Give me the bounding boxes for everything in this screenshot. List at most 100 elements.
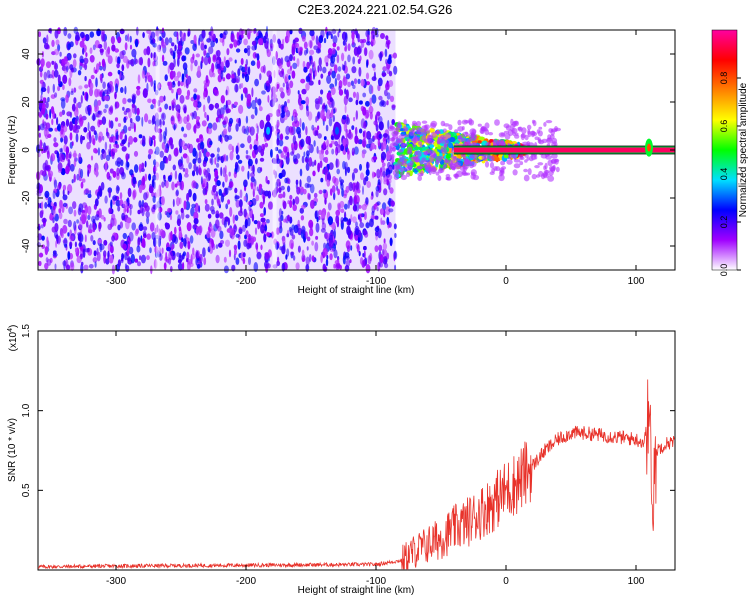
- noise-cell: [174, 183, 178, 188]
- noise-cell: [303, 151, 306, 157]
- noise-cell: [363, 121, 367, 129]
- noise-cell: [122, 243, 127, 250]
- noise-cell: [146, 46, 151, 56]
- halo-cell: [389, 154, 394, 158]
- noise-cell: [223, 56, 226, 63]
- noise-cell: [152, 115, 156, 125]
- noise-cell: [263, 233, 267, 243]
- noise-cell: [256, 125, 259, 135]
- halo-cell: [403, 119, 408, 125]
- noise-cell: [141, 116, 144, 127]
- noise-cell: [247, 201, 252, 206]
- noise-cell: [216, 49, 221, 57]
- halo-cell: [479, 128, 485, 134]
- noise-cell: [161, 247, 164, 254]
- noise-cell: [216, 180, 221, 187]
- noise-cell: [389, 238, 393, 244]
- noise-cell: [354, 225, 360, 235]
- noise-cell: [345, 116, 350, 125]
- noise-cell: [38, 31, 42, 38]
- noise-cell: [140, 254, 146, 264]
- noise-cell: [117, 123, 122, 127]
- noise-cell: [224, 187, 229, 195]
- noise-cell: [386, 178, 389, 186]
- noise-cell: [82, 91, 85, 96]
- noise-cell: [86, 132, 92, 140]
- noise-cell: [137, 209, 141, 215]
- noise-cell: [333, 108, 336, 114]
- noise-cell: [67, 158, 71, 168]
- noise-cell: [124, 85, 127, 95]
- noise-cell: [203, 257, 207, 266]
- noise-cell: [40, 86, 44, 96]
- noise-cell: [145, 205, 150, 212]
- halo-cell: [398, 154, 405, 160]
- noise-cell: [198, 164, 201, 175]
- noise-cell: [68, 77, 72, 87]
- noise-cell: [97, 191, 100, 200]
- noise-cell: [277, 38, 281, 45]
- noise-cell: [264, 142, 269, 148]
- noise-cell: [255, 158, 258, 165]
- noise-cell: [225, 239, 230, 247]
- noise-cell: [179, 181, 182, 190]
- spectrogram-x-label: Height of straight line (km): [298, 285, 415, 296]
- noise-cell: [392, 52, 397, 59]
- halo-cell: [448, 124, 453, 131]
- noise-cell: [169, 62, 175, 71]
- noise-cell: [235, 257, 240, 265]
- noise-cell: [114, 91, 117, 100]
- noise-cell: [92, 257, 98, 263]
- noise-cell: [49, 215, 53, 221]
- halo-cell: [469, 163, 474, 169]
- noise-cell: [96, 28, 101, 37]
- noise-cell: [237, 159, 243, 164]
- noise-cell: [338, 28, 341, 33]
- noise-cell: [385, 58, 388, 65]
- noise-cell: [73, 87, 77, 93]
- noise-cell: [216, 147, 220, 153]
- noise-cell: [170, 116, 174, 122]
- noise-cell: [219, 212, 224, 219]
- noise-cell: [223, 265, 229, 274]
- noise-cell: [70, 262, 75, 271]
- noise-cell: [301, 225, 306, 235]
- halo-cell: [488, 132, 494, 136]
- halo-cell: [455, 158, 462, 162]
- noise-cell: [67, 251, 71, 261]
- noise-cell: [379, 51, 383, 62]
- noise-cell: [45, 61, 52, 69]
- noise-cell: [243, 208, 247, 218]
- noise-cell: [365, 100, 370, 107]
- noise-cell: [192, 125, 196, 133]
- noise-cell: [206, 172, 211, 182]
- halo-cell: [393, 163, 400, 170]
- noise-cell: [388, 208, 394, 213]
- halo-cell: [445, 132, 452, 139]
- noise-cell: [113, 218, 117, 227]
- noise-cell: [266, 70, 272, 78]
- band-cell: [446, 153, 452, 159]
- y-tick-label: 20: [21, 96, 32, 108]
- noise-cell: [62, 194, 68, 201]
- band-cell: [429, 144, 435, 149]
- noise-cell: [215, 37, 219, 44]
- noise-cell: [365, 81, 371, 86]
- noise-cell: [319, 160, 323, 169]
- noise-cell: [357, 78, 361, 85]
- halo-cell: [400, 174, 407, 181]
- noise-cell: [134, 39, 139, 48]
- noise-cell: [278, 149, 282, 154]
- noise-cell: [378, 133, 383, 139]
- noise-cell: [331, 221, 336, 231]
- noise-cell: [147, 57, 151, 68]
- noise-cell: [339, 200, 345, 209]
- noise-cell: [186, 75, 191, 85]
- halo-cell: [537, 162, 544, 166]
- halo-cell: [412, 120, 417, 125]
- noise-cell: [141, 177, 146, 185]
- noise-cell: [122, 200, 128, 208]
- noise-cell: [36, 58, 41, 66]
- noise-cell: [153, 181, 156, 190]
